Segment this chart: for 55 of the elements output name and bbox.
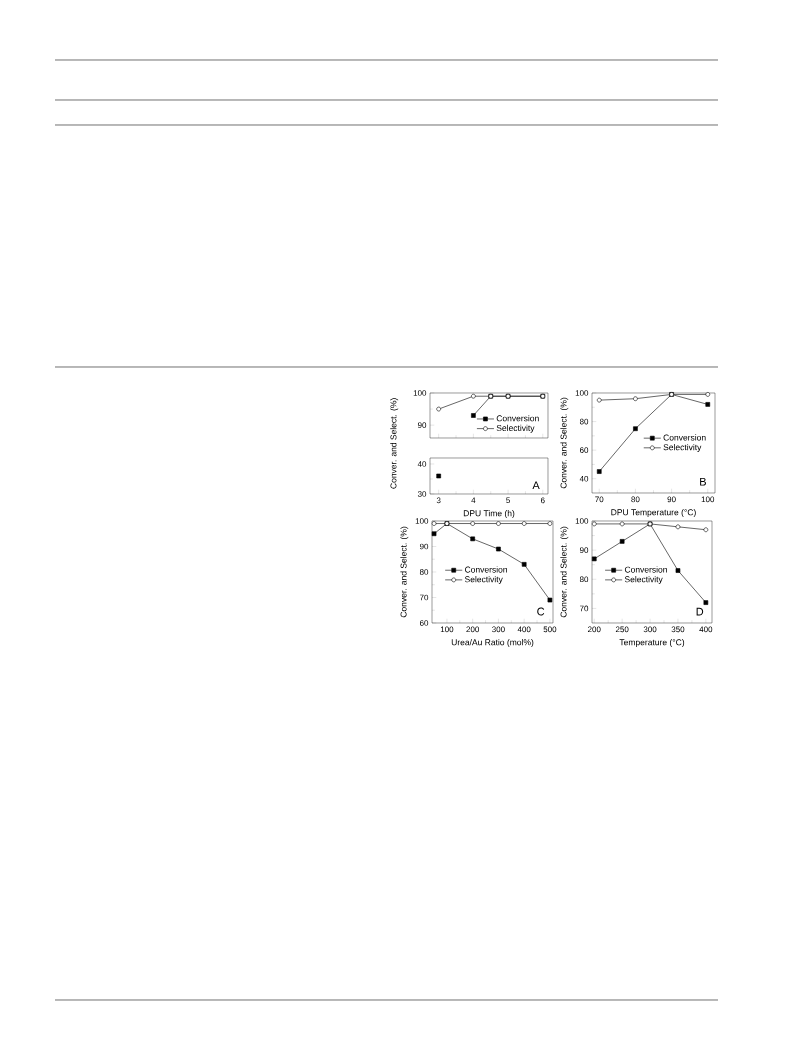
y-tick-label: 90 [579,547,589,553]
annotation: C [537,607,545,616]
y-tick-label: 90 [417,422,427,428]
y-tick-label: 80 [579,576,589,583]
x-axis-title: DPU Temperature (°C) [611,509,696,517]
y-axis-title: Conver. and Select. (%) [560,526,569,618]
x-tick-label: 300 [492,626,505,633]
y-axis-title: Conver. and Select. (%) [400,526,409,618]
y-tick-label: 60 [419,620,429,626]
y-tick-label: 90 [419,543,429,550]
legend-label: Selectivity [663,443,702,452]
x-axis-title: Temperature (°C) [619,639,685,647]
legend-label: Conversion [624,566,667,573]
y-tick-label: 100 [413,390,427,396]
x-tick-label: 500 [543,626,557,633]
x-tick-label: 400 [517,626,531,633]
x-tick-label: 300 [643,626,657,633]
y-tick-label: 100 [575,390,589,396]
x-tick-label: 5 [506,497,510,504]
legend-label: Selectivity [496,424,535,433]
x-tick-label: 350 [671,626,685,633]
x-tick-label: 200 [466,626,480,633]
x-tick-label: 100 [701,496,715,503]
x-tick-label: 4 [471,497,476,504]
y-axis-title: Conver. and Select. (%) [390,398,399,489]
x-tick-label: 80 [631,496,640,503]
y-tick-label: 70 [419,594,429,601]
annotation: B [700,477,706,486]
y-tick-label: 70 [579,605,589,612]
x-tick-label: 200 [587,626,601,633]
legend-label: Conversion [663,434,706,441]
legend-label: Selectivity [464,576,503,584]
annotation: D [696,607,704,616]
x-tick-label: 100 [440,626,454,633]
annotation: A [532,481,540,490]
y-tick-label: 40 [417,461,427,467]
x-tick-label: 3 [436,497,441,504]
x-tick-label: 90 [667,496,676,503]
y-tick-label: 30 [417,491,427,497]
x-tick-label: 400 [699,626,713,633]
legend-label: Conversion [496,415,539,422]
y-tick-label: 100 [575,518,589,524]
x-tick-label: 250 [615,626,629,633]
y-axis-title: Conver. and Select. (%) [560,397,569,489]
x-axis-title: Urea/Au Ratio (mol%) [451,639,534,647]
y-tick-label: 60 [579,447,589,453]
y-tick-label: 80 [579,418,589,425]
legend-label: Selectivity [624,576,663,584]
y-tick-label: 80 [419,569,429,575]
y-tick-label: 100 [415,518,429,524]
x-axis-title: DPU Time (h) [463,510,515,518]
x-tick-label: 70 [595,496,604,503]
y-tick-label: 40 [579,475,589,482]
legend-label: Conversion [464,566,507,573]
x-tick-label: 6 [540,497,545,504]
